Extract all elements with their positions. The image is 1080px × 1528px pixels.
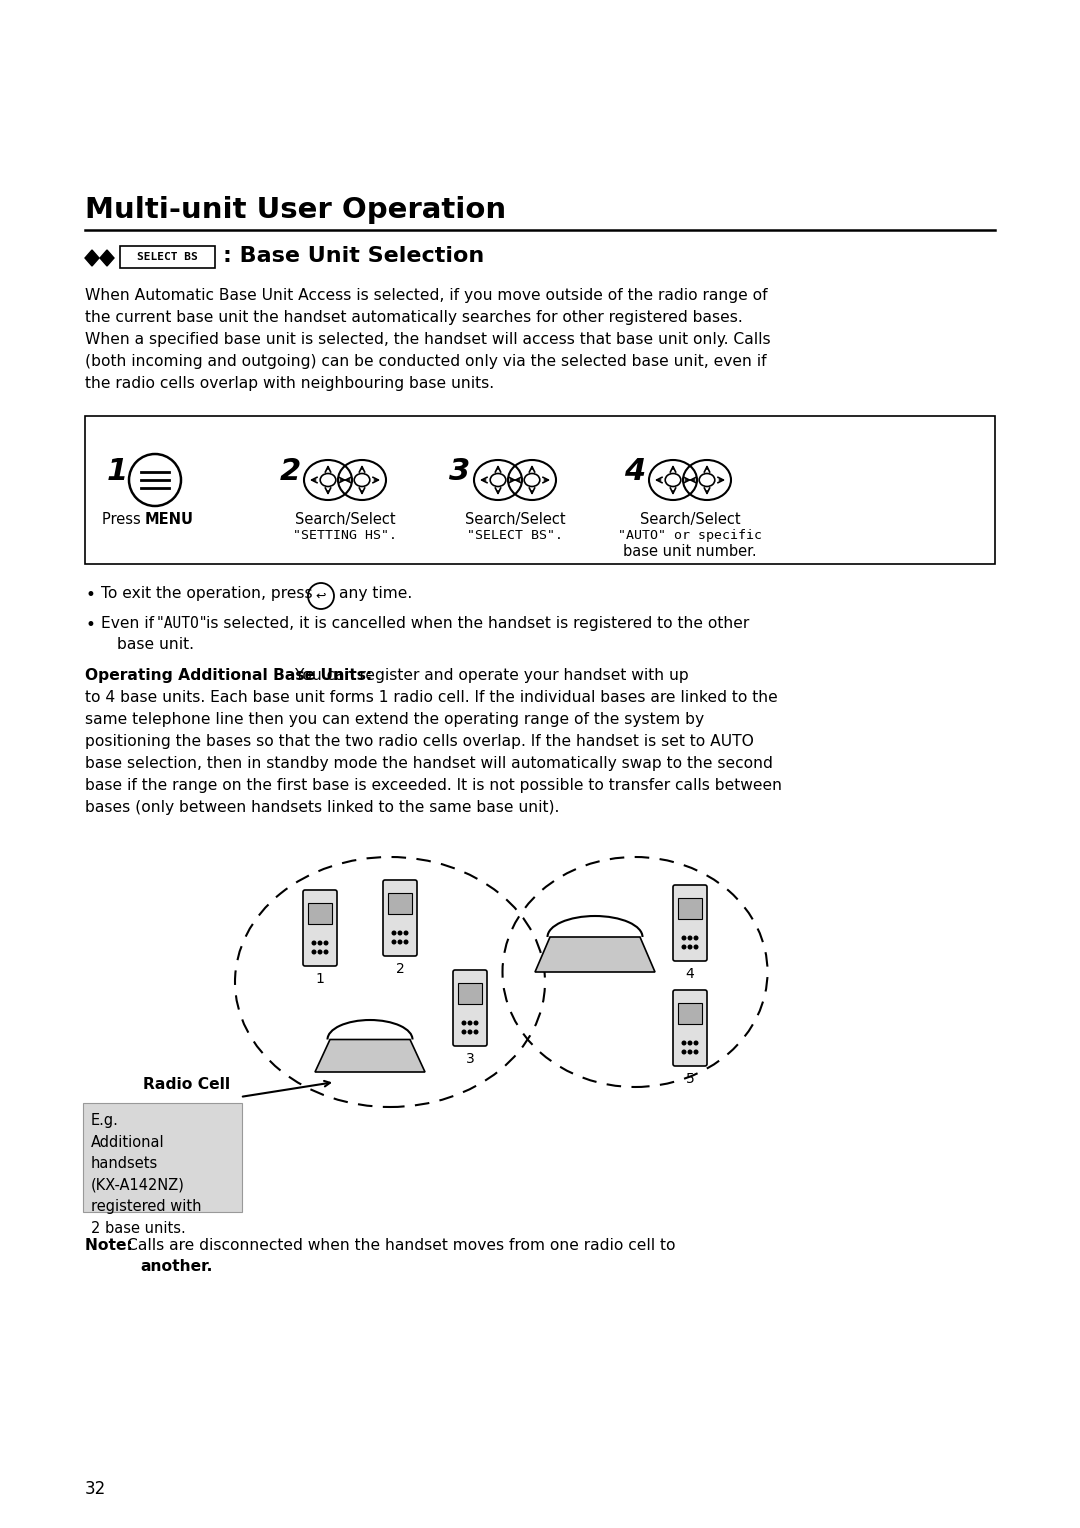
Text: Note:: Note: <box>85 1238 138 1253</box>
Text: "AUTO": "AUTO" <box>156 616 208 631</box>
Text: MENU: MENU <box>145 512 194 527</box>
FancyBboxPatch shape <box>83 1103 242 1212</box>
Circle shape <box>683 946 686 949</box>
Circle shape <box>683 1050 686 1054</box>
Text: You can register and operate your handset with up: You can register and operate your handse… <box>295 668 689 683</box>
Text: Search/Select: Search/Select <box>639 512 740 527</box>
FancyBboxPatch shape <box>120 246 215 267</box>
Text: Search/Select: Search/Select <box>295 512 395 527</box>
Text: 2: 2 <box>280 457 300 486</box>
Circle shape <box>404 931 408 935</box>
Text: base if the range on the first base is exceeded. It is not possible to transfer : base if the range on the first base is e… <box>85 778 782 793</box>
Text: is selected, it is cancelled when the handset is registered to the other: is selected, it is cancelled when the ha… <box>206 616 750 631</box>
Text: 3: 3 <box>449 457 471 486</box>
Circle shape <box>319 950 322 953</box>
Text: 4: 4 <box>624 457 646 486</box>
Text: base unit.: base unit. <box>117 637 194 652</box>
Text: 5: 5 <box>686 1073 694 1086</box>
Circle shape <box>404 940 408 944</box>
Circle shape <box>694 1050 698 1054</box>
Text: 2: 2 <box>395 963 404 976</box>
Text: the radio cells overlap with neighbouring base units.: the radio cells overlap with neighbourin… <box>85 376 495 391</box>
FancyBboxPatch shape <box>678 1002 702 1024</box>
FancyBboxPatch shape <box>308 903 332 924</box>
Polygon shape <box>535 937 654 972</box>
FancyBboxPatch shape <box>453 970 487 1047</box>
FancyBboxPatch shape <box>85 416 995 564</box>
Text: •: • <box>85 587 95 604</box>
Text: To exit the operation, press: To exit the operation, press <box>102 587 312 601</box>
Text: bases (only between handsets linked to the same base unit).: bases (only between handsets linked to t… <box>85 801 559 814</box>
FancyBboxPatch shape <box>673 885 707 961</box>
Text: same telephone line then you can extend the operating range of the system by: same telephone line then you can extend … <box>85 712 704 727</box>
Text: Operating Additional Base Units:: Operating Additional Base Units: <box>85 668 373 683</box>
Circle shape <box>474 1030 477 1034</box>
Circle shape <box>694 937 698 940</box>
Circle shape <box>688 937 692 940</box>
Circle shape <box>319 941 322 944</box>
Circle shape <box>694 1041 698 1045</box>
Text: 1: 1 <box>106 457 127 486</box>
Text: ↩: ↩ <box>315 590 326 602</box>
Circle shape <box>392 931 395 935</box>
Circle shape <box>399 940 402 944</box>
Circle shape <box>399 931 402 935</box>
Text: Calls are disconnected when the handset moves from one radio cell to: Calls are disconnected when the handset … <box>127 1238 675 1253</box>
Text: base selection, then in standby mode the handset will automatically swap to the : base selection, then in standby mode the… <box>85 756 773 772</box>
Circle shape <box>683 1041 686 1045</box>
Text: When Automatic Base Unit Access is selected, if you move outside of the radio ra: When Automatic Base Unit Access is selec… <box>85 287 768 303</box>
Polygon shape <box>100 251 114 266</box>
Text: "SETTING HS".: "SETTING HS". <box>293 529 397 542</box>
Circle shape <box>462 1021 465 1025</box>
FancyBboxPatch shape <box>678 898 702 920</box>
Circle shape <box>392 940 395 944</box>
Text: .: . <box>183 512 187 527</box>
Text: Radio Cell: Radio Cell <box>143 1077 230 1093</box>
Text: 3: 3 <box>465 1051 474 1067</box>
Text: Search/Select: Search/Select <box>464 512 565 527</box>
Text: the current base unit the handset automatically searches for other registered ba: the current base unit the handset automa… <box>85 310 743 325</box>
FancyBboxPatch shape <box>383 880 417 957</box>
Circle shape <box>688 1041 692 1045</box>
Text: any time.: any time. <box>339 587 413 601</box>
Circle shape <box>688 1050 692 1054</box>
Text: (both incoming and outgoing) can be conducted only via the selected base unit, e: (both incoming and outgoing) can be cond… <box>85 354 767 368</box>
Circle shape <box>469 1021 472 1025</box>
Polygon shape <box>315 1039 426 1073</box>
Text: positioning the bases so that the two radio cells overlap. If the handset is set: positioning the bases so that the two ra… <box>85 733 754 749</box>
Text: "AUTO" or specific: "AUTO" or specific <box>618 529 762 542</box>
Circle shape <box>688 946 692 949</box>
Circle shape <box>462 1030 465 1034</box>
Text: Press: Press <box>102 512 145 527</box>
Circle shape <box>312 941 315 944</box>
Circle shape <box>312 950 315 953</box>
FancyBboxPatch shape <box>303 889 337 966</box>
Text: 4: 4 <box>686 967 694 981</box>
Circle shape <box>683 937 686 940</box>
Text: Multi-unit User Operation: Multi-unit User Operation <box>85 196 507 225</box>
Circle shape <box>469 1030 472 1034</box>
Text: another.: another. <box>140 1259 213 1274</box>
Polygon shape <box>85 251 99 266</box>
Circle shape <box>324 941 328 944</box>
Text: 32: 32 <box>85 1481 106 1497</box>
FancyBboxPatch shape <box>673 990 707 1067</box>
Text: Even if: Even if <box>102 616 159 631</box>
Text: 1: 1 <box>315 972 324 986</box>
Text: E.g.
Additional
handsets
(KX-A142NZ)
registered with
2 base units.: E.g. Additional handsets (KX-A142NZ) reg… <box>91 1112 202 1236</box>
Text: "SELECT BS".: "SELECT BS". <box>467 529 563 542</box>
Text: : Base Unit Selection: : Base Unit Selection <box>222 246 484 266</box>
Text: to 4 base units. Each base unit forms 1 radio cell. If the individual bases are : to 4 base units. Each base unit forms 1 … <box>85 691 778 704</box>
Circle shape <box>324 950 328 953</box>
Circle shape <box>474 1021 477 1025</box>
Text: •: • <box>85 616 95 634</box>
FancyBboxPatch shape <box>388 892 411 914</box>
Text: base unit number.: base unit number. <box>623 544 757 559</box>
Text: When a specified base unit is selected, the handset will access that base unit o: When a specified base unit is selected, … <box>85 332 771 347</box>
Circle shape <box>694 946 698 949</box>
FancyBboxPatch shape <box>458 983 482 1004</box>
Text: SELECT BS: SELECT BS <box>137 252 198 261</box>
